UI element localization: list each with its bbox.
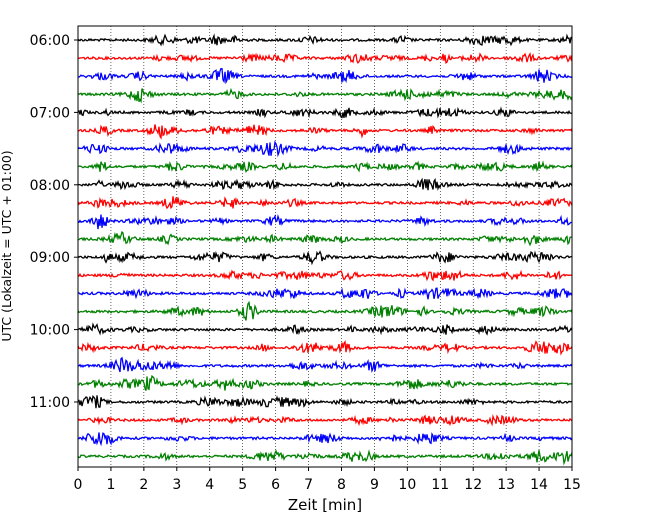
trace-1115 <box>77 413 573 427</box>
y-tick-label: 06:00 <box>30 33 70 49</box>
x-tick-label: 14 <box>530 477 548 493</box>
trace-0700 <box>77 106 573 119</box>
trace-0830 <box>77 214 573 230</box>
x-tick-label: 2 <box>139 477 148 493</box>
x-tick-label: 6 <box>271 477 280 493</box>
trace-group <box>77 33 573 466</box>
x-axis: 0 1 2 3 4 5 6 7 8 9 10 11 12 13 14 15 <box>74 467 581 493</box>
trace-0930 <box>77 287 573 300</box>
y-axis-label: UTC (Lokalzeit = UTC + 01:00) <box>0 150 14 341</box>
trace-1130 <box>77 431 573 447</box>
trace-1145 <box>77 449 573 466</box>
x-tick-label: 3 <box>172 477 181 493</box>
trace-0715 <box>77 124 573 140</box>
trace-0915 <box>77 269 573 282</box>
trace-1030 <box>77 356 573 373</box>
y-tick-label: 10:00 <box>30 323 70 339</box>
trace-0630 <box>77 67 573 85</box>
x-tick-label: 13 <box>497 477 515 493</box>
x-tick-label: 12 <box>464 477 482 493</box>
x-tick-label: 5 <box>238 477 247 493</box>
x-tick-label: 0 <box>74 477 83 493</box>
x-tick-label: 15 <box>563 477 581 493</box>
y-axis: 06:00 07:00 08:00 09:00 10:00 11:00 <box>30 33 78 411</box>
trace-1015 <box>77 340 573 356</box>
trace-1000 <box>77 322 573 336</box>
trace-0845 <box>78 230 573 247</box>
x-tick-label: 8 <box>337 477 346 493</box>
y-tick-label: 09:00 <box>30 250 70 266</box>
y-tick-label: 07:00 <box>30 105 70 121</box>
trace-1045 <box>77 374 573 391</box>
trace-1100 <box>77 395 573 409</box>
x-tick-label: 1 <box>106 477 115 493</box>
trace-0900 <box>77 250 573 266</box>
x-tick-label: 4 <box>205 477 214 493</box>
y-tick-label: 08:00 <box>30 178 70 194</box>
x-tick-label: 9 <box>370 477 379 493</box>
trace-0800 <box>77 177 573 191</box>
trace-0600 <box>77 33 573 47</box>
trace-0945 <box>77 300 573 321</box>
x-tick-label: 11 <box>431 477 449 493</box>
trace-0730 <box>77 140 573 158</box>
trace-0815 <box>77 196 573 210</box>
x-tick-label: 7 <box>304 477 313 493</box>
trace-0615 <box>77 51 573 65</box>
x-tick-label: 10 <box>398 477 416 493</box>
trace-0645 <box>77 87 573 104</box>
trace-0745 <box>77 160 573 173</box>
plot-frame <box>77 25 573 468</box>
y-tick-label: 11:00 <box>30 395 70 411</box>
x-axis-label: Zeit [min] <box>288 496 362 514</box>
